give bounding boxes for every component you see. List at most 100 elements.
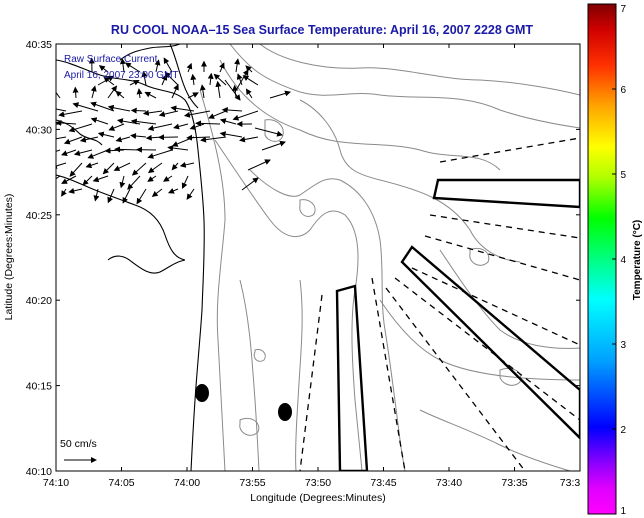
current-vector <box>221 107 243 114</box>
current-vector <box>147 162 163 174</box>
colorbar-tick-label: 5 <box>620 170 626 181</box>
current-vector <box>122 188 131 204</box>
current-vector <box>107 85 118 99</box>
y-tick-label: 40:20 <box>26 295 52 307</box>
current-vector <box>170 105 195 112</box>
colorbar-label: Temperature (°C) <box>632 220 643 301</box>
y-tick-label: 40:25 <box>26 210 52 222</box>
current-vector <box>113 162 131 171</box>
current-vector <box>136 88 143 99</box>
current-vector <box>90 85 97 99</box>
current-vector <box>234 58 241 73</box>
current-vector <box>130 118 157 125</box>
current-vector <box>199 84 206 99</box>
current-vector <box>124 62 141 73</box>
current-vector <box>119 175 126 189</box>
annotation-raw-current: Raw Surface Current <box>64 54 158 65</box>
current-vector <box>219 118 237 125</box>
current-vector <box>107 104 131 112</box>
y-tick-label: 40:15 <box>26 381 52 393</box>
colorbar-tick-label: 7 <box>620 4 626 15</box>
colorbar-tick-label: 6 <box>620 85 626 96</box>
current-vector <box>56 162 67 169</box>
current-vector <box>215 80 222 99</box>
current-vector <box>164 71 179 86</box>
survey-boxes <box>335 178 580 471</box>
current-vector <box>85 162 99 169</box>
current-vector <box>56 91 61 99</box>
current-vector <box>190 73 197 86</box>
current-vector <box>167 145 189 152</box>
current-vector <box>72 102 99 112</box>
current-vector <box>163 175 173 182</box>
current-vector <box>68 123 93 133</box>
x-axis-ticks: 74:10 74:05 74:00 73:55 73:50 73:45 73:40 73:35… <box>43 44 581 489</box>
scale-label: 50 cm/s <box>60 438 97 450</box>
x-tick-label: 73:50 <box>305 477 331 489</box>
annotation-current-date: April 16, 2007 23:00 GMT <box>64 70 179 81</box>
current-vector <box>93 188 100 202</box>
radial-dashed-lines <box>299 137 580 471</box>
current-vector <box>108 123 125 131</box>
current-vector <box>56 106 67 112</box>
x-tick-label: 73:55 <box>239 477 265 489</box>
current-vector <box>207 72 214 86</box>
current-vector <box>171 83 179 99</box>
current-vector <box>200 136 227 143</box>
current-vector <box>186 62 193 73</box>
current-vector <box>103 76 115 86</box>
current-vector <box>158 110 179 118</box>
current-vector <box>136 188 147 205</box>
marker-dot-2 <box>278 403 292 421</box>
current-vector <box>130 107 147 114</box>
current-vector <box>179 161 195 168</box>
current-vector <box>61 149 77 157</box>
current-vector <box>245 88 253 99</box>
colorbar-tick-label: 1 <box>620 506 626 517</box>
figure-title: RU COOL NOAA–15 Sea Surface Temperature:… <box>111 23 534 37</box>
y-tick-label: 40:30 <box>26 124 52 136</box>
current-vector <box>254 127 283 137</box>
x-tick-label: 74:10 <box>43 477 69 489</box>
y-tick-label: 40:10 <box>26 466 52 478</box>
colorbar-tick-label: 4 <box>620 255 626 266</box>
current-vector <box>163 57 173 73</box>
current-vector <box>61 175 77 184</box>
current-vector <box>219 131 243 138</box>
x-tick-label: 73:40 <box>436 477 462 489</box>
current-vector <box>171 162 179 171</box>
current-vector <box>236 73 243 86</box>
current-vector <box>239 136 259 143</box>
current-vector <box>245 65 253 73</box>
x-tick-label: 73:35 <box>501 477 527 489</box>
colorbar-tick-label: 2 <box>620 425 626 436</box>
x-tick-label: 73:3 <box>560 477 581 489</box>
current-vector <box>181 175 189 190</box>
current-vector <box>82 175 93 186</box>
current-vector <box>168 188 179 194</box>
colorbar-tick-label: 3 <box>620 340 626 351</box>
current-vector <box>56 119 77 126</box>
current-vector <box>183 110 211 118</box>
current-vector <box>90 117 109 125</box>
current-vector <box>92 175 109 183</box>
map-plot-area: Raw Surface Current April 16, 2007 23:00… <box>56 44 580 471</box>
current-vector <box>68 187 83 194</box>
x-tick-label: 74:05 <box>108 477 134 489</box>
current-vector <box>56 175 61 184</box>
current-vector <box>79 136 99 143</box>
current-vector <box>232 110 259 121</box>
current-vector <box>98 65 109 73</box>
current-vector <box>63 136 83 145</box>
colorbar <box>587 3 617 515</box>
current-vector <box>119 58 126 73</box>
current-vector <box>224 79 241 101</box>
current-vector <box>147 123 173 131</box>
current-vector <box>130 133 147 139</box>
x-axis-label: Longitude (Degrees:Minutes) <box>250 492 385 504</box>
current-vector <box>261 140 286 151</box>
current-vector <box>187 92 199 99</box>
survey-box-southeast <box>400 245 580 440</box>
x-tick-label: 74:00 <box>174 477 200 489</box>
current-vector <box>114 146 141 153</box>
